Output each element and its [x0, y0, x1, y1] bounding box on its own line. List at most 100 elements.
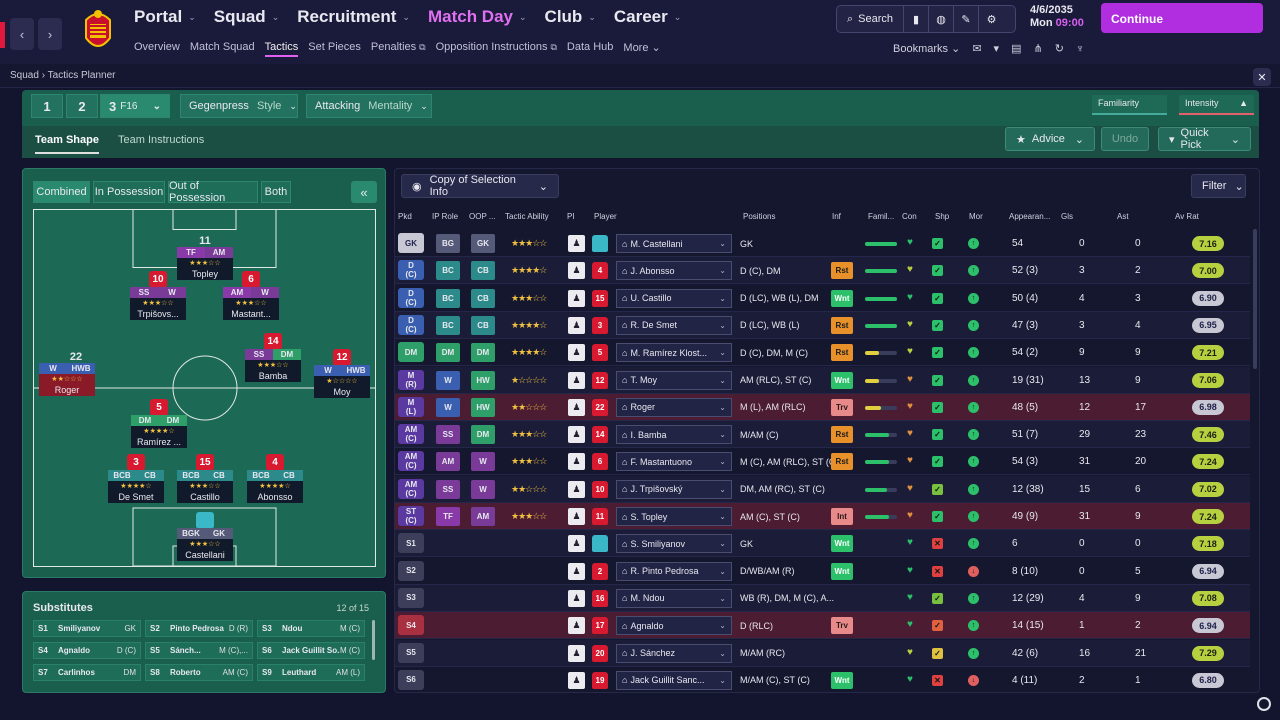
picked-position[interactable]: ST (C) [398, 506, 424, 526]
table-row[interactable]: ST (C) TF AM ★★★☆☆ ♟ 11 ⌂ S. Topley ⌄ AM (C), ST … [395, 503, 1250, 530]
substitute-item[interactable]: S9 Leuthard AM (L) [257, 664, 365, 681]
picked-position[interactable]: AM (C) [398, 451, 424, 472]
picked-position[interactable]: AM (C) [398, 424, 424, 445]
mentality-dropdown[interactable]: Attacking Mentality ⌄ [306, 94, 432, 118]
player-select[interactable]: ⌂ J. Sánchez ⌄ [616, 643, 732, 663]
picked-position[interactable]: M (R) [398, 369, 424, 390]
ip-role-badge[interactable]: BC [436, 288, 460, 308]
player-instructions-icon[interactable]: ♟ [568, 371, 585, 389]
picked-position[interactable]: D (C) [398, 287, 424, 308]
table-row[interactable]: GK BG GK ★★★☆☆ ♟ ⌂ M. Castellani ⌄ GK ♥ ✓ ↑ 54 0 0 7.16 [395, 230, 1250, 257]
nav-club[interactable]: Club ⌄ [544, 7, 596, 26]
table-row[interactable]: S2 ♟ 2 ⌂ R. Pinto Pedrosa ⌄ D/WB/AM (R) Wnt ♥ ✕ ↓ 8… [395, 558, 1250, 585]
picked-position[interactable]: GK [398, 233, 424, 253]
column-header[interactable]: Pkd [398, 212, 412, 221]
picked-position[interactable]: S5 [398, 642, 424, 663]
table-row[interactable]: D (C) BC CB ★★★☆☆ ♟ 15 ⌂ U. Castillo ⌄ D (LC), WB… [395, 285, 1250, 312]
notes-button[interactable]: ▮ [904, 6, 930, 32]
ip-role-badge[interactable]: DM [436, 343, 460, 363]
search-button[interactable]: ⌕ Search [837, 6, 905, 32]
player-instructions-icon[interactable]: ♟ [568, 344, 585, 362]
back-button[interactable]: ‹ [10, 18, 34, 50]
column-header[interactable]: Av Rat [1175, 212, 1199, 221]
column-header[interactable]: Appearan... [1009, 212, 1051, 221]
pitch-player[interactable]: 15 BCB CB ★★★☆☆ Castillo [177, 454, 233, 503]
picked-position[interactable]: AM (C) [398, 478, 424, 499]
player-select[interactable]: ⌂ U. Castillo ⌄ [616, 288, 732, 308]
picked-position[interactable]: DM [398, 342, 424, 363]
view-both[interactable]: Both [261, 181, 291, 203]
column-header[interactable]: IP Role [432, 212, 459, 221]
picked-position[interactable]: D (C) [398, 314, 424, 335]
player-instructions-icon[interactable]: ♟ [568, 426, 585, 444]
view-combined[interactable]: Combined [33, 181, 90, 203]
oop-role-badge[interactable]: W [471, 479, 495, 499]
column-header[interactable]: PI [567, 212, 575, 221]
ip-role-badge[interactable]: BC [436, 315, 460, 335]
player-instructions-icon[interactable]: ♟ [568, 671, 585, 689]
picked-position[interactable]: M (L) [398, 396, 424, 417]
club-crest-icon[interactable] [80, 6, 116, 56]
player-select[interactable]: ⌂ S. Smiliyanov ⌄ [616, 534, 732, 554]
player-select[interactable]: ⌂ R. De Smet ⌄ [616, 315, 732, 335]
picked-position[interactable]: D (C) [398, 260, 424, 281]
picked-position[interactable]: S1 [398, 533, 424, 554]
quick-pick-button[interactable]: ▾ Quick Pick ⌄ [1158, 127, 1251, 151]
table-row[interactable]: M (L) W HW ★★☆☆☆ ♟ 22 ⌂ Roger ⌄ M (L), AM (RLC) Tr… [395, 393, 1250, 421]
intensity-meter[interactable]: Intensity ▲ [1179, 95, 1254, 115]
table-row[interactable]: S1 ♟ ⌂ S. Smiliyanov ⌄ GK Wnt ♥ ✕ ↑ 6 0 0 7.18 [395, 530, 1250, 558]
player-instructions-icon[interactable]: ♟ [568, 562, 585, 580]
familiarity-meter[interactable]: Familiarity [1092, 95, 1167, 115]
player-select[interactable]: ⌂ R. Pinto Pedrosa ⌄ [616, 561, 732, 581]
oop-role-badge[interactable]: HW [471, 397, 495, 417]
table-row[interactable]: S3 ♟ 16 ⌂ M. Ndou ⌄ WB (R), DM, M (C), A... ♥ ✓ ↑… [395, 584, 1250, 612]
player-select[interactable]: ⌂ S. Topley ⌄ [616, 507, 732, 526]
picked-position[interactable]: S6 [398, 669, 424, 690]
picked-position[interactable]: S2 [398, 560, 424, 581]
document-icon[interactable]: ▤ [1011, 43, 1022, 55]
continue-button[interactable]: Continue [1101, 3, 1263, 33]
column-header[interactable]: Ast [1117, 212, 1129, 221]
nav-match-day[interactable]: Match Day ⌄ [427, 7, 527, 26]
breadcrumb-squad[interactable]: Squad [10, 70, 39, 81]
substitute-item[interactable]: S4 Agnaldo D (C) [33, 642, 141, 659]
player-instructions-icon[interactable]: ♟ [568, 398, 585, 416]
column-header[interactable]: Shp [935, 212, 950, 221]
trophy-icon[interactable]: ♆ [1075, 42, 1085, 55]
player-instructions-icon[interactable]: ♟ [568, 617, 585, 635]
table-row[interactable]: S5 ♟ 20 ⌂ J. Sánchez ⌄ M/AM (RC) ♥ ✓ ↑ 42 (6) 16 21 7… [395, 639, 1250, 667]
player-select[interactable]: ⌂ F. Mastantuono ⌄ [616, 452, 732, 472]
tactic-slot-1[interactable]: 1 [31, 94, 63, 118]
undo-button[interactable]: Undo [1101, 127, 1149, 151]
tactic-slot-2[interactable]: 2 [66, 94, 98, 118]
advice-button[interactable]: ★ Advice ⌄ [1005, 127, 1095, 151]
nav-squad[interactable]: Squad ⌄ [213, 7, 280, 26]
tab-team-shape[interactable]: Team Shape [35, 134, 99, 154]
player-select[interactable]: ⌂ Jack Guillit Sanc... ⌄ [616, 670, 732, 690]
subnav-data-hub[interactable]: Data Hub [566, 41, 614, 53]
pitch-player[interactable]: 12 W HWB ★☆☆☆☆ Moy [314, 349, 370, 398]
column-header[interactable]: Gls [1061, 212, 1073, 221]
pitch-player[interactable]: 11 TF AM ★★★☆☆ Topley [177, 235, 233, 280]
player-select[interactable]: ⌂ M. Castellani ⌄ [616, 234, 732, 253]
ip-role-badge[interactable]: BG [436, 234, 460, 253]
help-icon[interactable] [1257, 697, 1271, 711]
forward-button[interactable]: › [38, 18, 62, 50]
substitute-item[interactable]: S5 Sánch... M (C),... [145, 642, 253, 659]
picked-position[interactable]: S4 [398, 615, 424, 636]
subnav-overview[interactable]: Overview [134, 41, 180, 53]
column-header[interactable]: Con [902, 212, 917, 221]
substitute-item[interactable]: S3 Ndou M (C) [257, 620, 365, 637]
refresh-icon[interactable]: ↻ [1054, 43, 1064, 55]
table-row[interactable]: DM DM DM ★★★★☆ ♟ 5 ⌂ M. Ramírez Klost... ⌄ D (C),… [395, 339, 1250, 367]
player-select[interactable]: ⌂ T. Moy ⌄ [616, 370, 732, 390]
shirt-icon[interactable]: ▾ [993, 43, 1000, 55]
subnav-opposition-instructions[interactable]: Opposition Instructions ⧉ [436, 41, 557, 57]
player-instructions-icon[interactable]: ♟ [568, 235, 585, 252]
picked-position[interactable]: S3 [398, 587, 424, 608]
nav-recruitment[interactable]: Recruitment ⌄ [297, 7, 410, 26]
table-row[interactable]: AM (C) SS DM ★★★☆☆ ♟ 14 ⌂ I. Bamba ⌄ M/AM (C) Rst ♥… [395, 421, 1250, 449]
pitch-player[interactable]: 5 DM DM ★★★★☆ Ramírez ... [131, 399, 187, 448]
player-instructions-icon[interactable]: ♟ [568, 480, 585, 498]
pitch-player[interactable]: 22 W HWB ★★☆☆☆ Roger [39, 351, 95, 396]
